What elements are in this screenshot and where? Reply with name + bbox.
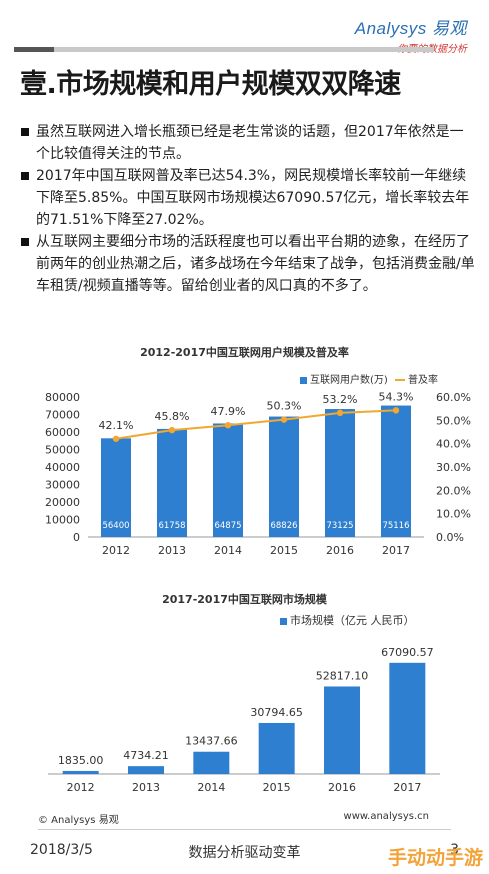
bullet-item: 虽然互联网进入增长瓶颈已经是老生常谈的话题，但2017年依然是一个比较值得关注的… <box>20 121 475 165</box>
chart2-bar-label: 13437.66 <box>185 735 238 748</box>
page-number: 3 <box>450 842 459 858</box>
chart1-bar-label: 73125 <box>326 521 353 531</box>
chart1-y2-tick: 50.0% <box>436 414 471 427</box>
chart2-bar <box>62 770 99 774</box>
chart1-y-tick: 50000 <box>45 444 80 457</box>
chart1-line-point <box>336 409 344 417</box>
chart1-x-tick: 2013 <box>158 544 186 557</box>
chart2-x-tick: 2017 <box>393 781 421 794</box>
footer-divider <box>38 829 451 830</box>
chart1-y2-tick: 0.0% <box>436 531 464 544</box>
chart1-x-tick: 2017 <box>382 544 410 557</box>
watermark-logo: 手动动手游 <box>387 847 483 869</box>
footer-url[interactable]: www.analysys.cn <box>343 811 429 822</box>
chart1-line-point <box>392 407 400 414</box>
chart1-y-tick: 40000 <box>45 461 80 474</box>
bullet-list: 虽然互联网进入增长瓶颈已经是老生常谈的话题，但2017年依然是一个比较值得关注的… <box>20 121 475 297</box>
chart1-bar-label: 61758 <box>158 521 185 531</box>
chart1-legend-bar: 互联网用户数(万) <box>310 375 388 386</box>
chart2-x-tick: 2012 <box>67 781 95 794</box>
chart2-bar <box>258 722 295 774</box>
chart1-line-point <box>168 426 176 434</box>
chart2-bar <box>389 662 426 774</box>
chart1-y-tick: 20000 <box>45 496 80 509</box>
legend-bar-swatch <box>280 617 287 625</box>
chart1-x-tick: 2012 <box>102 544 130 557</box>
chart2-title: 2017-2017中国互联网市场规模 <box>162 593 327 606</box>
chart2-bar-label: 1835.00 <box>58 754 104 767</box>
decorative-bar-gray <box>54 47 434 52</box>
chart2-x-tick: 2016 <box>328 781 356 794</box>
chart1-line-point <box>280 416 288 423</box>
chart1-bar <box>269 416 299 537</box>
chart1-x-tick: 2015 <box>270 544 298 557</box>
chart1-y-tick: 10000 <box>45 514 80 527</box>
chart1-y2-tick: 40.0% <box>436 438 471 451</box>
chart2-legend-bar: 市场规模（亿元 人民币） <box>290 614 415 627</box>
chart1-y-tick: 30000 <box>45 479 80 492</box>
chart1-line-series <box>115 409 397 440</box>
chart2-bar <box>324 686 360 774</box>
chart1-line-label: 47.9% <box>211 405 246 418</box>
page-title: 壹.市场规模和用户规模双双降速 <box>20 69 401 100</box>
bullet-item: 从互联网主要细分市场的活跃程度也可以看出平台期的迹象，在经历了前两年的创业热潮之… <box>20 231 475 297</box>
chart2-x-tick: 2014 <box>197 781 225 794</box>
chart1-x-tick: 2014 <box>214 544 242 557</box>
chart2-svg: 1835.00 2012 4734.21 2013 13437.66 2014 30794.… <box>48 646 440 794</box>
chart1-y-tick: 80000 <box>45 391 80 404</box>
chart1-y2-tick: 20.0% <box>436 484 471 497</box>
chart1-legend: 互联网用户数(万) 普及率 <box>300 371 438 386</box>
chart1-title: 2012-2017中国互联网用户规模及普及率 <box>140 346 349 359</box>
chart1-bar <box>213 423 243 537</box>
chart1-y-tick: 60000 <box>45 426 80 439</box>
chart1-bar <box>101 438 131 537</box>
chart1-line-label: 42.1% <box>99 419 134 432</box>
chart1-svg: 0 10000 20000 30000 40000 50000 60000 70000 8000… <box>45 390 471 557</box>
chart2-x-tick: 2015 <box>263 781 291 794</box>
chart1-bar-label: 64875 <box>214 521 241 531</box>
chart2-bar-label: 52817.10 <box>316 669 369 682</box>
legend-bar-swatch <box>300 376 307 384</box>
chart1-x-tick: 2016 <box>326 544 354 557</box>
chart1-y2-tick: 60.0% <box>436 391 471 404</box>
chart1-line-label: 45.8% <box>155 410 190 423</box>
chart1-y2-tick: 10.0% <box>436 508 471 521</box>
chart1-line-label: 50.3% <box>267 400 302 413</box>
chart1-line-label: 53.2% <box>323 393 358 406</box>
logo-brand: Analysys 易观 <box>354 19 467 38</box>
chart1-bar-label: 75116 <box>382 521 409 531</box>
chart1-bar <box>157 428 187 537</box>
chart1-y-tick: 0 <box>73 531 80 544</box>
chart2-bar <box>193 751 230 774</box>
footer-source: © Analysys 易观 <box>38 815 119 826</box>
chart2-legend: 市场规模（亿元 人民币） <box>280 612 415 628</box>
legend-line-swatch <box>395 379 405 381</box>
chart1-line-point <box>224 422 232 429</box>
bullet-item: 2017年中国互联网普及率已达54.3%，网民规模增长率较前一年继续下降至5.8… <box>20 165 475 231</box>
chart2-bar-label: 4734.21 <box>123 749 169 762</box>
chart2-bar-label: 30794.65 <box>250 706 303 719</box>
decorative-bar-dark <box>14 47 54 52</box>
footer-slogan: 数据分析驱动变革 <box>188 845 301 861</box>
chart1-y-tick: 70000 <box>45 409 80 422</box>
chart1-bar <box>325 409 355 537</box>
chart2-x-tick: 2013 <box>132 781 160 794</box>
chart1-line-point <box>112 435 120 442</box>
footer-date: 2018/3/5 <box>30 842 93 858</box>
chart1-line-label: 54.3% <box>379 390 414 403</box>
chart1-bar-label: 56400 <box>102 521 129 531</box>
chart1-bar <box>381 405 411 537</box>
chart1-legend-line: 普及率 <box>408 375 438 386</box>
chart2-bar-label: 67090.57 <box>381 646 434 659</box>
chart1-bar-label: 68826 <box>270 521 297 531</box>
chart1-y2-tick: 30.0% <box>436 461 471 474</box>
chart2-bar <box>128 766 164 774</box>
